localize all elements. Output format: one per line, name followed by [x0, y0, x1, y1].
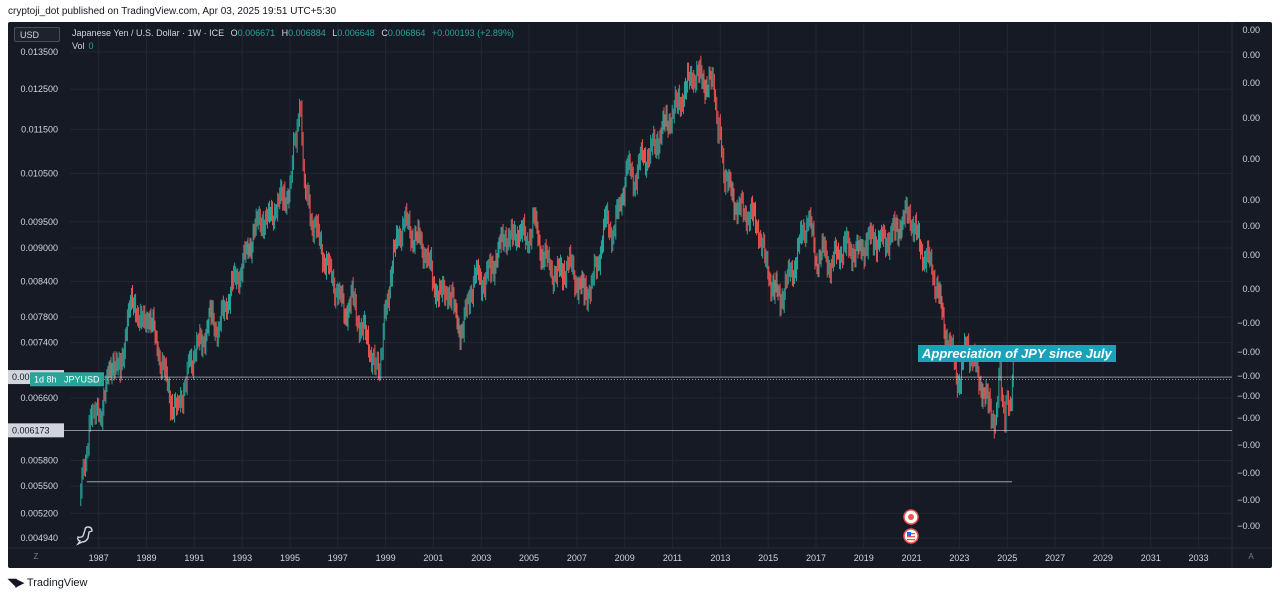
y-tick-label: 0.005200 — [20, 508, 58, 518]
x-tick-label: 1991 — [184, 553, 204, 563]
y-tick-label: 0.007400 — [20, 338, 58, 348]
symbol-legend: Japanese Yen / U.S. Dollar · 1W · ICE O0… — [72, 28, 514, 38]
y-tick-label: 0.008400 — [20, 276, 58, 286]
y-tick-label: 0.009000 — [20, 243, 58, 253]
y-tick-label: 0.007800 — [20, 312, 58, 322]
grid-lines — [8, 22, 1272, 568]
right-scale-label: −0.00 — [1237, 371, 1260, 381]
x-tick-label: 2009 — [615, 553, 635, 563]
low-price-tag-bg — [8, 423, 64, 438]
x-tick-label: 2031 — [1141, 553, 1161, 563]
time-axis: 1987 1989 1991 1993 1995 1997 1999 2001 2003 2005… — [89, 553, 1209, 563]
y-tick-label: 0.006600 — [20, 393, 58, 403]
x-tick-label: 2025 — [997, 553, 1017, 563]
x-tick-label: 2005 — [519, 553, 539, 563]
x-tick-label: 1987 — [89, 553, 109, 563]
close-value: 0.006864 — [387, 28, 426, 38]
close-label: C — [381, 28, 388, 38]
right-scale-label: −0.00 — [1237, 347, 1260, 357]
x-tick-label: 1995 — [280, 553, 300, 563]
x-tick-label: 2011 — [663, 553, 682, 563]
right-scale-label: 0.00 — [1242, 78, 1260, 88]
y-tick-label: 0.004940 — [20, 533, 58, 543]
x-tick-label: 2021 — [902, 553, 922, 563]
low-price-tag: 0.006173 — [12, 425, 50, 435]
x-tick-label: 1989 — [136, 553, 156, 563]
x-tick-label: 2019 — [854, 553, 874, 563]
right-scale-label: 0.00 — [1242, 50, 1260, 60]
y-tick-label: 0.010500 — [20, 168, 58, 178]
right-scale-label: 0.00 — [1242, 284, 1260, 294]
low-value: 0.006648 — [337, 28, 375, 38]
x-tick-label: 2029 — [1093, 553, 1113, 563]
right-scale-label: 0.00 — [1242, 250, 1260, 260]
x-tick-label: 1993 — [232, 553, 252, 563]
price-series — [80, 55, 1014, 507]
right-scale-label: −0.00 — [1237, 391, 1260, 401]
open-label: O — [230, 28, 238, 38]
right-scale-label: 0.00 — [1242, 221, 1260, 231]
low-label: L — [332, 28, 338, 38]
right-scale-label: −0.00 — [1237, 468, 1260, 478]
y-tick-label: 0.012500 — [20, 84, 58, 94]
volume-legend: Vol 0 — [72, 41, 94, 51]
dino-icon — [74, 524, 96, 551]
y-tick-label: 0.013500 — [20, 47, 58, 57]
right-scale-label: 0.00 — [1242, 113, 1260, 123]
z-button[interactable]: Z — [33, 552, 39, 561]
right-scale-label: −0.00 — [1237, 413, 1260, 423]
high-label: H — [281, 28, 289, 38]
current-price-tag-bg — [30, 372, 104, 387]
x-tick-label: 2023 — [949, 553, 969, 563]
x-tick-label: 1999 — [376, 553, 396, 563]
vol-label: Vol — [72, 41, 85, 51]
footer-brand: TradingView — [26, 576, 88, 589]
y-tick-label: 0.011500 — [21, 124, 58, 134]
right-scale-label: 0.00 — [1242, 154, 1260, 164]
x-tick-label: 2003 — [471, 553, 491, 563]
x-tick-label: 2007 — [567, 553, 587, 563]
right-scale-label: 0.00 — [1242, 25, 1260, 35]
a-button[interactable]: A — [1248, 552, 1254, 561]
symbol-title: Japanese Yen / U.S. Dollar · 1W · ICE — [72, 28, 225, 38]
x-tick-label: 2033 — [1189, 553, 1209, 563]
x-tick-label: 1997 — [328, 553, 348, 563]
right-scale-label: −0.00 — [1237, 318, 1260, 328]
x-tick-label: 2013 — [710, 553, 730, 563]
high-value: 0.006884 — [288, 28, 326, 38]
current-countdown: 1d 8h — [34, 374, 57, 384]
vol-value: 0 — [88, 41, 94, 51]
us-flag-icon[interactable] — [903, 528, 919, 549]
open-value: 0.006671 — [237, 28, 276, 38]
price-axis: 0.013500 0.012500 0.011500 0.010500 0.009500… — [20, 47, 58, 543]
footer: ◥▶ TradingView — [8, 576, 88, 590]
change-value: +0.000193 (+2.89%) — [431, 28, 514, 38]
right-scale-label: 0.00 — [1242, 195, 1260, 205]
right-scale: 0.00 0.00 0.00 0.00 0.00 0.00 0.00 0.00 0.00 −0.0… — [1237, 25, 1260, 531]
x-tick-label: 2017 — [806, 553, 826, 563]
chart-panel[interactable] — [8, 22, 1272, 568]
x-tick-label: 2001 — [423, 553, 443, 563]
annotation-label[interactable]: Appreciation of JPY since July — [918, 345, 1116, 362]
right-scale-label: −0.00 — [1237, 495, 1260, 505]
x-tick-label: 2027 — [1045, 553, 1065, 563]
x-tick-label: 2015 — [758, 553, 778, 563]
y-tick-label: 0.009500 — [20, 217, 58, 227]
right-scale-label: −0.00 — [1237, 521, 1260, 531]
y-tick-label: 0.005800 — [20, 455, 58, 465]
current-symbol: JPYUSD — [64, 374, 100, 384]
japan-flag-icon[interactable] — [903, 509, 919, 530]
published-caption: cryptoji_dot published on TradingView.co… — [8, 6, 337, 17]
y-tick-label: 0.005500 — [20, 481, 58, 491]
tradingview-logo-icon: ◥▶ — [8, 577, 24, 589]
right-scale-label: −0.00 — [1237, 440, 1260, 450]
currency-button[interactable]: USD — [14, 27, 60, 42]
